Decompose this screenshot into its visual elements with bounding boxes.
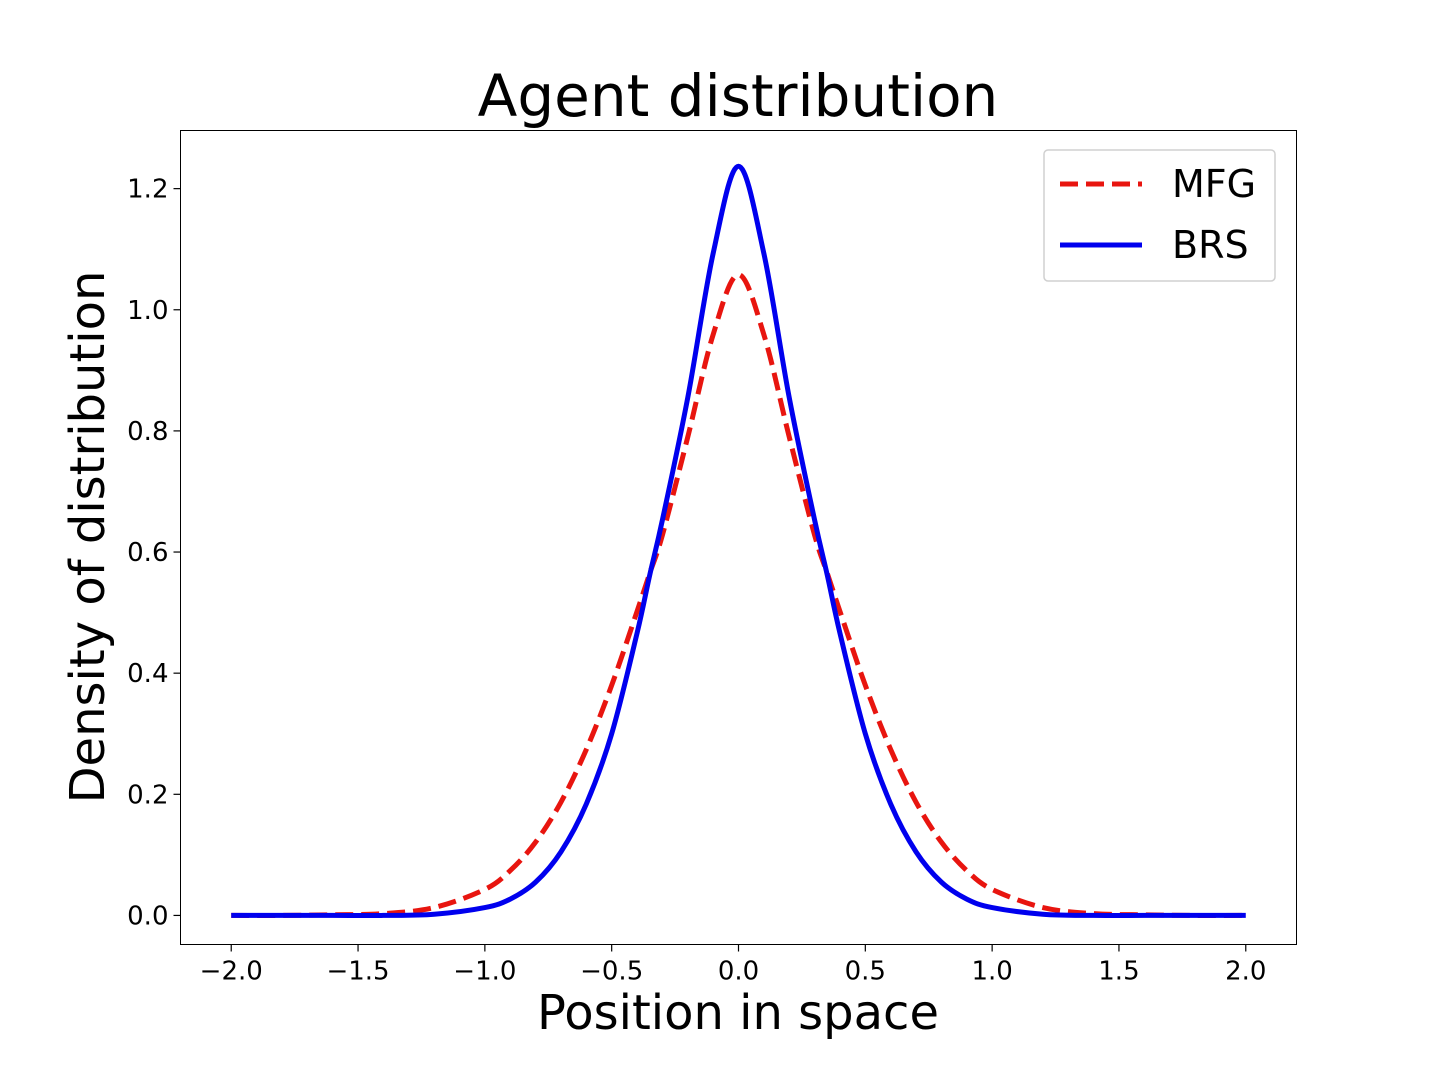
x-tick-label: −2.0 bbox=[200, 957, 263, 987]
y-axis-label: Density of distribution bbox=[60, 271, 116, 804]
y-tick-label: 0.6 bbox=[127, 538, 168, 568]
legend-label-brs: BRS bbox=[1172, 223, 1249, 267]
chart-title: Agent distribution bbox=[478, 62, 999, 130]
x-axis: −2.0 −1.5 −1.0 −0.5 0.0 0.5 1.0 1.5 2.0 bbox=[200, 944, 1266, 987]
series-line-mfg bbox=[231, 272, 1246, 918]
y-tick-label: 0.0 bbox=[127, 901, 168, 931]
x-tick-label: 0.0 bbox=[718, 957, 759, 987]
x-axis-label: Position in space bbox=[537, 985, 939, 1041]
x-tick-label: 2.0 bbox=[1225, 957, 1266, 987]
y-tick-label: 0.2 bbox=[127, 780, 168, 810]
x-tick-label: 1.0 bbox=[971, 957, 1012, 987]
y-tick-label: 0.8 bbox=[127, 417, 168, 447]
x-tick-label: −1.5 bbox=[326, 957, 389, 987]
legend-label-mfg: MFG bbox=[1172, 162, 1256, 206]
y-tick-label: 0.4 bbox=[127, 659, 168, 689]
series-layer bbox=[231, 163, 1246, 919]
x-tick-label: −0.5 bbox=[580, 957, 643, 987]
x-tick-label: 1.5 bbox=[1098, 957, 1139, 987]
series-line-brs bbox=[231, 163, 1246, 919]
legend: MFG BRS bbox=[1043, 149, 1276, 282]
x-tick-label: −1.0 bbox=[453, 957, 516, 987]
y-axis: 0.0 0.2 0.4 0.6 0.8 1.0 1.2 bbox=[127, 175, 181, 931]
y-tick-label: 1.0 bbox=[127, 296, 168, 326]
y-tick-label: 1.2 bbox=[127, 175, 168, 205]
x-tick-label: 0.5 bbox=[845, 957, 886, 987]
